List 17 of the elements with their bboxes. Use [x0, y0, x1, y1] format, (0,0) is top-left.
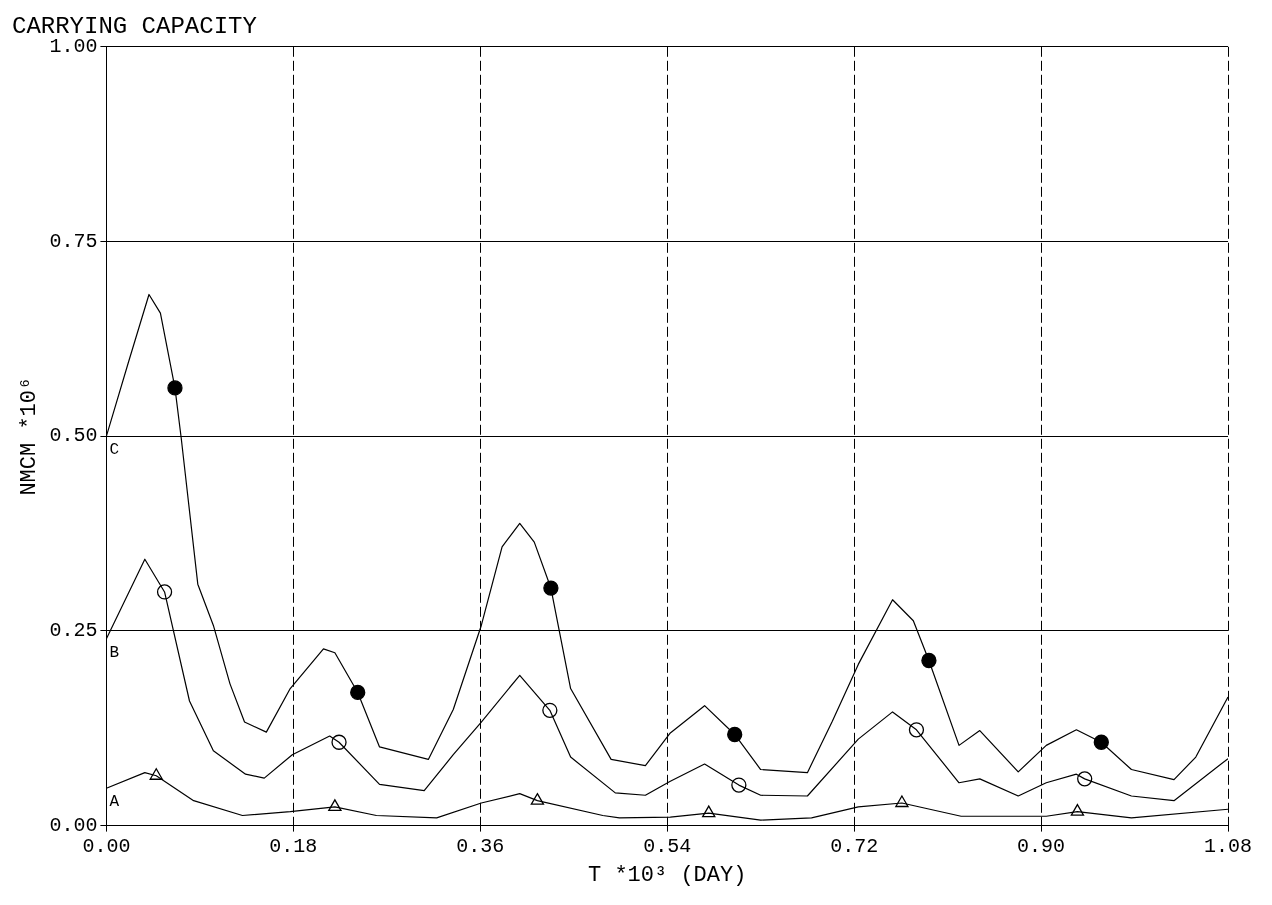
x-tick-label: 0.18 [269, 834, 318, 858]
x-tick-label: 0.36 [456, 834, 505, 858]
series-label: A [109, 793, 120, 812]
x-tick-label: 0.72 [830, 834, 879, 858]
y-axis-title: NMCM *10⁶ [17, 376, 43, 496]
x-axis-title: T *10³ (DAY) [587, 862, 747, 888]
series-label: C [109, 441, 120, 460]
y-tick-label: 0.50 [49, 424, 98, 448]
x-tick-label: 0.90 [1017, 834, 1066, 858]
x-tick-label: 1.08 [1203, 834, 1253, 858]
point [727, 726, 743, 743]
y-tick-label: 0.00 [49, 813, 98, 837]
y-tick-label: 0.75 [49, 229, 98, 253]
x-tick-label: 0.00 [82, 834, 131, 858]
series-label: B [109, 643, 120, 662]
x-tick-label: 0.54 [643, 834, 692, 858]
y-tick-label: 0.25 [49, 619, 98, 643]
